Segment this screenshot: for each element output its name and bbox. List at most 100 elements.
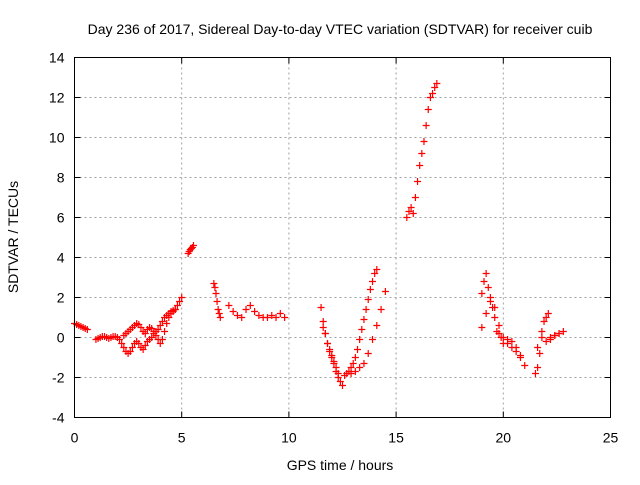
data-point [161, 328, 169, 335]
data-point [366, 286, 374, 293]
data-point [330, 360, 338, 367]
data-point [281, 314, 289, 321]
data-point [491, 304, 499, 311]
data-point [332, 368, 340, 375]
data-point [373, 322, 381, 329]
data-point [319, 324, 327, 331]
data-point [141, 330, 149, 337]
data-point [319, 318, 327, 325]
data-point [246, 302, 254, 309]
data-point [542, 338, 550, 345]
data-point [251, 308, 259, 315]
data-point [360, 316, 368, 323]
data-point [540, 318, 548, 325]
data-point [148, 334, 156, 341]
data-point [163, 320, 171, 327]
data-point [120, 344, 128, 351]
data-point [377, 306, 385, 313]
data-point [347, 364, 355, 371]
data-point [116, 336, 124, 343]
data-point [225, 302, 233, 309]
data-point [495, 330, 503, 337]
y-tick-label: -2 [52, 370, 65, 386]
data-point [426, 94, 434, 101]
data-point [356, 364, 364, 371]
data-point [373, 266, 381, 273]
y-tick-label: 10 [49, 130, 65, 146]
data-point [158, 318, 166, 325]
data-point [405, 208, 413, 215]
data-point [555, 330, 563, 337]
y-tick-label: 14 [49, 50, 65, 66]
data-point [189, 242, 197, 249]
data-point [212, 290, 220, 297]
data-point [336, 378, 344, 385]
data-point [431, 84, 439, 91]
y-tick-label: 6 [57, 210, 65, 226]
y-tick-label: 8 [57, 170, 65, 186]
data-point [546, 334, 554, 341]
plot-frame [74, 57, 611, 418]
data-point [272, 314, 280, 321]
data-point [173, 302, 181, 309]
data-point [152, 332, 160, 339]
y-tick-label: 4 [57, 250, 65, 266]
data-point [154, 326, 162, 333]
data-point [544, 310, 552, 317]
data-point [416, 162, 424, 169]
data-point [482, 270, 490, 277]
data-point [351, 354, 359, 361]
data-point [433, 80, 441, 87]
data-point [211, 284, 219, 291]
data-point [171, 306, 179, 313]
x-tick-label: 0 [71, 430, 79, 446]
data-point [534, 344, 542, 351]
data-point [317, 304, 325, 311]
y-axis-label: SDTVAR / TECUs [5, 181, 21, 293]
data-point [364, 350, 372, 357]
data-point [118, 340, 126, 347]
data-point [499, 334, 507, 341]
data-point [478, 290, 486, 297]
data-point [326, 346, 334, 353]
data-point [215, 310, 223, 317]
data-point [422, 122, 430, 129]
data-point [420, 138, 428, 145]
data-point [238, 314, 246, 321]
data-point [414, 178, 422, 185]
data-point [141, 342, 149, 349]
data-point [534, 364, 542, 371]
data-point [512, 344, 520, 351]
data-point [176, 298, 184, 305]
data-point [323, 340, 331, 347]
x-tick-label: 20 [496, 430, 512, 446]
y-tick-label: 2 [57, 290, 65, 306]
y-tick-label: 0 [57, 330, 65, 346]
data-point [381, 288, 389, 295]
data-point [536, 350, 544, 357]
data-point [229, 308, 237, 315]
data-point [351, 368, 359, 375]
data-point [491, 314, 499, 321]
data-point [504, 336, 512, 343]
data-point [135, 340, 143, 347]
data-point [508, 338, 516, 345]
data-point [478, 324, 486, 331]
data-point [242, 306, 250, 313]
data-point [480, 278, 488, 285]
data-point [128, 344, 136, 351]
data-point [210, 280, 218, 287]
chart-title: Day 236 of 2017, Sidereal Day-to-day VTE… [88, 21, 593, 37]
data-point [321, 330, 329, 337]
data-point [495, 322, 503, 329]
data-point [339, 382, 346, 389]
data-point [150, 328, 158, 335]
data-point [516, 352, 524, 359]
x-tick-label: 5 [178, 430, 186, 446]
x-axis-label: GPS time / hours [287, 457, 394, 473]
data-point [486, 298, 494, 305]
data-point [403, 214, 411, 221]
data-point [364, 296, 372, 303]
